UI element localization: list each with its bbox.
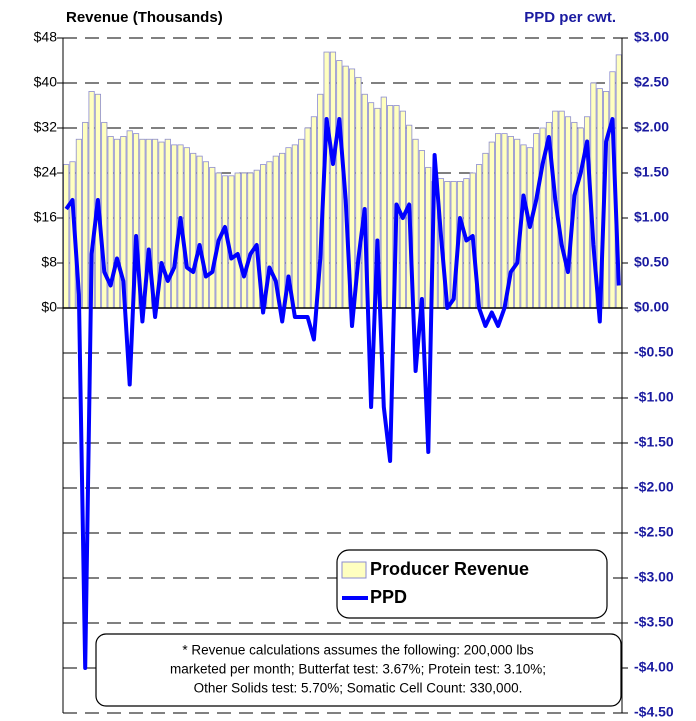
y-tick-label: $32 — [34, 119, 58, 135]
note-line: marketed per month; Butterfat test: 3.67… — [170, 662, 546, 677]
note-line: * Revenue calculations assumes the follo… — [182, 643, 533, 658]
bar — [329, 51, 337, 309]
bar — [387, 105, 394, 309]
y2-tick-label: -$3.00 — [634, 569, 674, 585]
note-line: Other Solids test: 5.70%; Somatic Cell C… — [194, 681, 523, 696]
note: * Revenue calculations assumes the follo… — [95, 633, 622, 707]
line — [64, 117, 621, 670]
bar — [190, 152, 197, 309]
bar — [495, 133, 502, 309]
y2-tick-label: $2.50 — [634, 74, 669, 90]
y2-tick-label: -$4.50 — [634, 704, 674, 720]
bar — [196, 155, 203, 309]
bar — [240, 172, 248, 309]
y2-tick-label: $0.00 — [634, 299, 669, 315]
y-tick-label: $40 — [34, 74, 58, 90]
bar — [501, 133, 508, 309]
bar — [234, 172, 241, 309]
bar — [298, 138, 305, 309]
bar — [202, 161, 209, 309]
bar — [336, 60, 343, 309]
y2-tick-label: -$1.00 — [634, 389, 674, 405]
bar — [279, 152, 286, 309]
bar — [126, 130, 133, 309]
bar — [488, 141, 495, 309]
y2-tick-label: -$0.50 — [634, 344, 674, 360]
y-tick-label: $24 — [34, 164, 58, 180]
bar — [113, 138, 121, 309]
bar — [533, 133, 540, 309]
y2-tick-label: -$1.50 — [634, 434, 674, 450]
y2-tick-label: -$3.50 — [634, 614, 674, 630]
bar — [171, 144, 178, 309]
chart-title: Revenue (Thousands) — [66, 9, 223, 26]
y2-tick-label: -$2.00 — [634, 479, 674, 495]
bar — [63, 164, 70, 309]
note-box — [95, 633, 622, 707]
bar — [558, 110, 565, 309]
bar — [310, 116, 317, 309]
bar — [463, 178, 470, 309]
y2-tick-label: -$4.00 — [634, 659, 674, 675]
bar — [253, 169, 260, 309]
legend-swatch — [341, 561, 367, 579]
y2-tick-label: $0.50 — [634, 254, 669, 270]
y-tick-label: $48 — [34, 29, 58, 45]
y2-tick-label: -$2.50 — [634, 524, 674, 540]
legend-box — [336, 549, 608, 619]
y2-tick-label: $3.00 — [634, 29, 669, 45]
bar — [82, 121, 89, 309]
bar — [247, 172, 254, 309]
bar — [564, 116, 572, 309]
bar — [183, 147, 190, 309]
bar — [418, 150, 425, 309]
bar — [380, 96, 387, 309]
y2-title: PPD per cwt. — [524, 9, 616, 26]
legend: Producer Revenue PPD — [336, 549, 608, 619]
y-tick-label: $0 — [41, 299, 57, 315]
y-tick-label: $8 — [41, 254, 57, 270]
legend-label: Producer Revenue — [370, 559, 529, 579]
legend-label: PPD — [370, 587, 407, 607]
y-tick-label: $16 — [34, 209, 58, 225]
bar — [209, 166, 216, 309]
bar — [368, 102, 375, 309]
bar — [291, 144, 298, 309]
y2-tick-label: $1.50 — [634, 164, 669, 180]
bar — [304, 127, 311, 309]
y2-tick-label: $2.00 — [634, 119, 669, 135]
bar — [482, 152, 489, 309]
y2-tick-label: $1.00 — [634, 209, 669, 225]
